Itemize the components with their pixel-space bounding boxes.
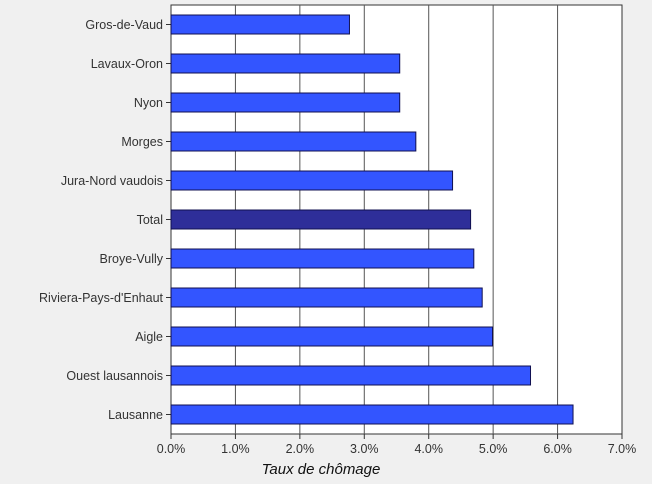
category-label: Lavaux-Oron — [91, 57, 163, 71]
category-label: Total — [137, 213, 163, 227]
x-axis-title: Taux de chômage — [262, 461, 381, 478]
category-label: Morges — [121, 135, 163, 149]
bars — [170, 14, 574, 425]
category-labels: Gros-de-Vaud Lavaux-Oron Nyon Morges Jura-No… — [39, 18, 164, 422]
bar — [170, 209, 472, 230]
bar — [170, 404, 574, 425]
category-label: Ouest lausannois — [66, 369, 163, 383]
x-tick-label: 3.0% — [350, 442, 379, 456]
x-tick-label: 7.0% — [608, 442, 637, 456]
bar — [170, 92, 401, 113]
x-tick-labels: 0.0% 1.0% 2.0% 3.0% 4.0% 5.0% 6.0% 7.0% — [157, 442, 637, 456]
bar — [170, 365, 532, 386]
category-label: Riviera-Pays-d'Enhaut — [39, 291, 163, 305]
x-tick-label: 2.0% — [286, 442, 315, 456]
x-tick-label: 4.0% — [414, 442, 443, 456]
category-label: Aigle — [135, 330, 163, 344]
bar — [170, 326, 493, 347]
bar — [170, 287, 483, 308]
category-label: Broye-Vully — [100, 252, 164, 266]
x-tick-label: 0.0% — [157, 442, 186, 456]
category-label: Jura-Nord vaudois — [61, 174, 163, 188]
bar — [170, 53, 401, 74]
x-tick-label: 5.0% — [479, 442, 508, 456]
bar — [170, 170, 454, 191]
bar — [170, 248, 475, 269]
x-tick-label: 6.0% — [543, 442, 572, 456]
x-tick-label: 1.0% — [221, 442, 250, 456]
category-label: Nyon — [134, 96, 163, 110]
category-label: Gros-de-Vaud — [85, 18, 163, 32]
bar — [170, 14, 350, 35]
bar — [170, 131, 417, 152]
category-label: Lausanne — [108, 408, 163, 422]
